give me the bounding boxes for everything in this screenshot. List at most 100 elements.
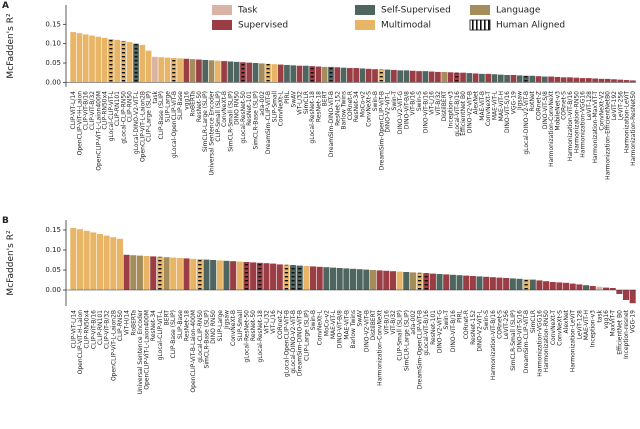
bar xyxy=(176,258,183,290)
bar xyxy=(560,77,567,83)
x-tick-label: LeViT-128 xyxy=(586,91,593,120)
bar xyxy=(536,280,543,290)
bar xyxy=(110,237,117,290)
bar xyxy=(76,229,84,290)
bar xyxy=(622,290,630,300)
x-tick-label: VGG-19 xyxy=(510,91,517,114)
x-tick-label: ConvNeXt-L xyxy=(278,90,285,126)
x-tick-label: DINO RN50 xyxy=(234,91,241,125)
x-tick-label: gLocal-OpenCLIP-ViT-B xyxy=(171,91,178,158)
x-tick-label: SLIP-Large xyxy=(217,310,224,342)
bar xyxy=(183,258,190,290)
x-tick-label: ViT-L/16 xyxy=(270,310,277,334)
bar xyxy=(315,66,322,83)
bar xyxy=(609,288,616,290)
bar xyxy=(456,275,463,290)
bar xyxy=(103,235,110,290)
bar xyxy=(535,76,542,83)
x-tick-label: MAE-ViT-L xyxy=(492,90,499,120)
bar xyxy=(145,50,152,83)
bar-hatch xyxy=(109,39,113,83)
bar xyxy=(548,76,554,83)
legend-label: Task xyxy=(237,6,258,16)
bar xyxy=(623,80,630,83)
x-tick-label: vgg16 xyxy=(183,91,190,110)
x-tick-label: Swin-S xyxy=(483,310,490,330)
bar xyxy=(116,238,123,290)
bar xyxy=(177,58,183,83)
x-tick-label: Swin-T xyxy=(391,91,398,111)
x-tick-label: ConvNeXt-B xyxy=(230,310,237,346)
x-tick-label: SimCLR-Base (SLIP) xyxy=(204,310,211,368)
bar xyxy=(276,264,283,290)
x-tick-label: OpenCLIP-ViT-H-Laion xyxy=(77,310,84,375)
x-tick-label: DINO-V2-ViT-L xyxy=(477,309,484,351)
bar xyxy=(449,274,456,290)
bar xyxy=(126,42,133,83)
bar xyxy=(347,68,353,83)
x-tick-label: gLocal-ResNet-50 xyxy=(243,310,250,363)
x-tick-label: ViT-L/16 xyxy=(429,91,436,115)
bar xyxy=(302,65,309,83)
bar xyxy=(509,278,516,290)
bar xyxy=(630,80,636,83)
bar xyxy=(310,266,317,290)
bar xyxy=(334,67,341,83)
x-tick-label: OpenCLIP-ViT-B-Laion-400M xyxy=(190,310,197,393)
x-tick-label: Jigsaw xyxy=(517,91,524,111)
bar-hatch xyxy=(284,264,289,290)
x-tick-label: CORnet-S xyxy=(561,91,568,120)
x-tick-label: MAE-ViT-B xyxy=(479,91,486,121)
x-tick-label: DINO-ViT-S/16 xyxy=(504,91,511,133)
bar xyxy=(483,276,490,290)
y-tick-label: 0.05 xyxy=(45,59,61,67)
x-tick-label: Inception-v3 xyxy=(590,310,597,347)
x-tick-label: SLIP-Large xyxy=(164,91,171,123)
x-tick-label: DreamSim-DINO-ViT-B xyxy=(297,310,304,376)
bar xyxy=(543,281,550,290)
legend-label: Multimodal xyxy=(381,21,431,31)
bar xyxy=(529,279,536,290)
x-tick-label: Swin-B xyxy=(372,91,379,111)
x-tick-label: gLocal-ResNet-50 xyxy=(240,91,247,144)
x-tick-label: gLocal-CLIP-RN50 xyxy=(120,91,127,144)
bar xyxy=(230,261,237,290)
legend-swatch xyxy=(470,5,490,15)
x-tick-label: SLIP-Base xyxy=(177,91,184,120)
x-tick-label: Harmonization-ResNet50 xyxy=(630,91,637,166)
bar xyxy=(130,255,137,290)
bar xyxy=(136,255,143,290)
panel-label: A xyxy=(2,1,9,11)
bar xyxy=(589,286,596,290)
x-tick-label: MaxViT-T xyxy=(610,310,617,337)
x-tick-label: DINO-V2-ViT-L xyxy=(385,90,392,132)
x-tick-label: gLocal-ViT-B/16 xyxy=(423,310,430,356)
bar xyxy=(409,70,416,83)
x-tick-label: Swin-B xyxy=(310,310,317,330)
bar xyxy=(183,58,190,83)
x-tick-label: LeViT-192 xyxy=(611,91,618,120)
bar xyxy=(516,278,523,290)
bar-hatch xyxy=(424,273,428,290)
bar-hatch xyxy=(298,265,302,290)
x-tick-label: DINO-ViT-B/16 xyxy=(450,310,457,352)
bar xyxy=(491,74,498,83)
x-tick-label: Harmonization-RN50 xyxy=(543,310,550,372)
y-tick-label: 0.15 xyxy=(45,226,61,234)
x-tick-label: SimCLR xyxy=(303,91,310,114)
x-tick-label: ViT-B/32 xyxy=(435,91,442,116)
bar xyxy=(396,271,403,290)
bar xyxy=(353,68,359,83)
bar xyxy=(585,78,592,83)
bar xyxy=(409,272,416,290)
bar xyxy=(460,72,466,83)
x-tick-label: ConvNeXt-T xyxy=(550,310,557,345)
x-tick-label: ResNet-18 xyxy=(315,91,322,122)
bar xyxy=(496,277,503,290)
bar xyxy=(485,73,492,83)
x-tick-label: Harmonization-VGG16 xyxy=(536,310,543,377)
x-tick-label: CORnet-R xyxy=(463,310,470,339)
x-tick-label: task xyxy=(596,309,603,322)
bar xyxy=(604,78,611,83)
x-tick-label: DINO-V2-ViT-G xyxy=(437,310,444,353)
